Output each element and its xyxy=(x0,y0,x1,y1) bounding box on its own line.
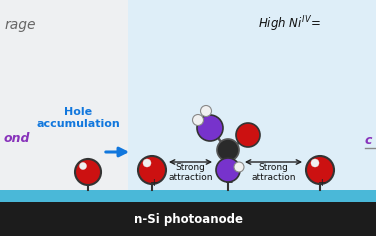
Bar xyxy=(0,190,376,202)
Circle shape xyxy=(234,162,244,172)
Text: Strong
attraction: Strong attraction xyxy=(168,163,213,182)
Circle shape xyxy=(75,159,101,185)
Circle shape xyxy=(138,156,166,184)
Text: Hole
accumulation: Hole accumulation xyxy=(36,107,120,129)
Circle shape xyxy=(236,123,260,147)
Circle shape xyxy=(216,158,240,182)
Bar xyxy=(128,0,376,195)
Text: n-Si photoanode: n-Si photoanode xyxy=(133,212,243,226)
Text: Strong
attraction: Strong attraction xyxy=(251,163,296,182)
Circle shape xyxy=(197,115,223,141)
Circle shape xyxy=(311,159,319,167)
Circle shape xyxy=(217,139,239,161)
Circle shape xyxy=(79,163,86,169)
Text: c: c xyxy=(365,134,372,147)
Circle shape xyxy=(306,156,334,184)
Text: $\mathit{High\ Ni^{IV}}$=: $\mathit{High\ Ni^{IV}}$= xyxy=(258,14,321,34)
Text: +: + xyxy=(150,178,158,188)
Circle shape xyxy=(200,105,211,117)
Bar xyxy=(0,0,128,195)
Circle shape xyxy=(193,114,203,126)
Bar xyxy=(0,202,376,236)
Text: −: − xyxy=(224,178,233,188)
Circle shape xyxy=(143,159,151,167)
Text: ond: ond xyxy=(4,131,30,144)
Text: rage: rage xyxy=(5,18,36,32)
Text: +: + xyxy=(318,178,326,188)
